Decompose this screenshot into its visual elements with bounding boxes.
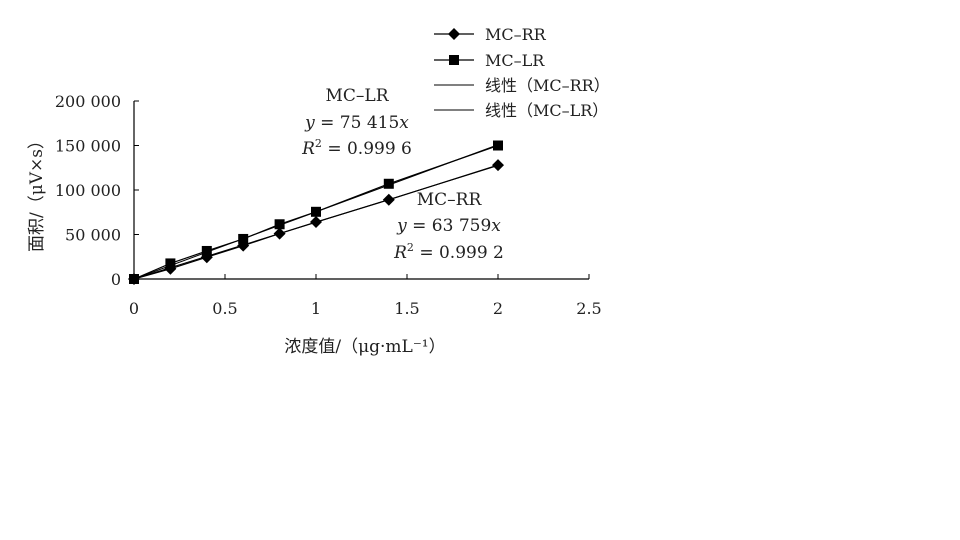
data-point-mc-lr	[201, 245, 212, 256]
legend-label-mc-rr: MC–RR	[485, 25, 547, 44]
x-tick-label: 0.5	[212, 299, 237, 318]
data-point-mc-rr	[273, 227, 286, 240]
annotation-mc-rr: MC–RR y = 63 759x R2 = 0.999 2	[393, 190, 504, 263]
legend-label-mc-lr: MC–LR	[485, 51, 545, 70]
annotation-mc-lr: MC–LR y = 75 415x R2 = 0.999 6	[301, 86, 412, 159]
y-tick-label: 0	[111, 270, 121, 289]
legend-label-fit-mc-lr: 线性（MC–LR）	[485, 101, 608, 120]
data-point-mc-lr	[165, 258, 176, 269]
series-line-mc-lr	[133, 144, 499, 280]
data-point-mc-rr	[310, 216, 322, 229]
legend: MC–RR MC–LR 线性（MC–RR） 线性（MC–LR）	[434, 25, 610, 120]
annotation-mc-lr-title: MC–LR	[325, 86, 389, 106]
x-tick-label: 1.5	[394, 299, 419, 318]
data-point-mc-lr	[383, 178, 394, 189]
annotation-mc-rr-title: MC–RR	[417, 190, 483, 210]
data-point-mc-rr	[492, 159, 504, 172]
legend-label-fit-mc-rr: 线性（MC–RR）	[485, 76, 610, 95]
y-tick-label: 50 000	[65, 226, 121, 245]
data-point-mc-lr	[493, 140, 503, 151]
y-tick-label: 200 000	[55, 92, 121, 111]
data-point-mc-lr	[129, 274, 139, 284]
y-tick-label: 150 000	[55, 137, 121, 156]
annotation-mc-lr-r2: R2 = 0.999 6	[301, 137, 412, 159]
x-axis-title: 浓度值/（μg·mL⁻¹）	[284, 337, 445, 357]
legend-marker-diamond	[448, 28, 460, 40]
y-axis-title: 面积/（μV×s）	[27, 132, 47, 252]
data-point-mc-rr	[382, 193, 395, 206]
annotation-mc-lr-equation: y = 75 415x	[304, 113, 409, 133]
x-tick-label: 0	[129, 299, 139, 318]
annotation-mc-rr-equation: y = 63 759x	[396, 216, 501, 236]
series-line-mc-rr	[133, 164, 499, 280]
data-point-mc-lr	[238, 233, 249, 244]
annotation-mc-rr-r2: R2 = 0.999 2	[393, 241, 504, 263]
y-tick-label: 100 000	[55, 181, 121, 200]
legend-marker-square	[449, 55, 459, 65]
x-tick-label: 2	[493, 299, 503, 318]
x-tick-label: 2.5	[576, 299, 601, 318]
x-tick-label: 1	[311, 299, 321, 318]
data-point-mc-lr	[274, 219, 285, 230]
data-point-mc-lr	[311, 206, 321, 217]
